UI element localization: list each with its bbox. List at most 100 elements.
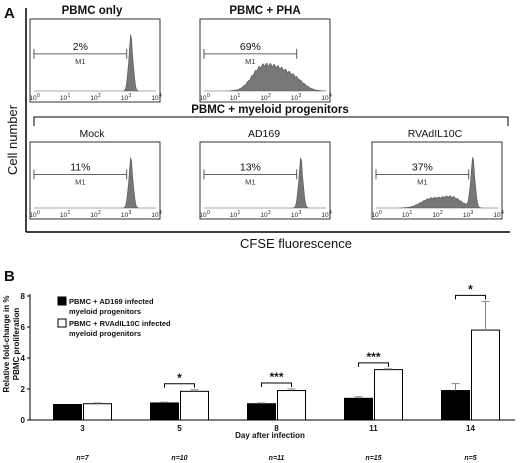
gate-label: M1 — [75, 177, 85, 186]
x-tick-label: 10 — [90, 212, 98, 219]
x-tick-exponent: 2 — [268, 210, 271, 216]
x-tick-label: 10 — [493, 212, 501, 219]
hist-title-mock: Mock — [79, 128, 105, 140]
x-tick-label: 10 — [463, 212, 471, 219]
sample-size-label: n=5 — [464, 455, 476, 462]
x-tick-label: 10 — [321, 212, 329, 219]
x-tick-label: 10 — [291, 212, 299, 219]
panel-b-x-label: Day after infection — [235, 431, 305, 440]
panel-b-y-label-line1: Relative fold-change in % — [2, 296, 11, 393]
significance-marker: *** — [366, 350, 380, 364]
legend-swatch-ad169 — [57, 296, 67, 306]
gate-label: M1 — [245, 57, 255, 66]
x-tick-label: 10 — [321, 95, 329, 102]
bar-ad169 — [150, 402, 179, 421]
legend-swatch-rvadil10c — [57, 318, 67, 328]
legend-ad169-line1: PBMC + AD169 infected — [69, 297, 154, 306]
panel-b-letter: B — [4, 268, 15, 285]
x-tick-exponent: 3 — [299, 210, 302, 216]
sample-size-label: n=11 — [269, 455, 285, 462]
bar-x-tick-label: 3 — [80, 424, 85, 433]
bar-ad169 — [247, 403, 276, 421]
x-tick-exponent: 1 — [68, 210, 71, 216]
gate-percent: 69% — [240, 41, 261, 53]
x-tick-exponent: 0 — [207, 210, 210, 216]
x-tick-label: 10 — [90, 95, 98, 102]
x-tick-exponent: 4 — [329, 93, 332, 99]
panel-b-y-label-line2: PBMC proliferation — [12, 308, 21, 381]
significance-bracket — [455, 294, 486, 300]
x-tick-label: 10 — [60, 212, 68, 219]
x-tick-label: 10 — [121, 212, 129, 219]
significance-bracket — [261, 382, 292, 387]
x-tick-label: 10 — [371, 212, 379, 219]
x-tick-exponent: 2 — [268, 93, 271, 99]
x-tick-exponent: 3 — [129, 93, 132, 99]
significance-marker: * — [468, 282, 473, 296]
bar-y-tick-label: 4 — [21, 354, 26, 363]
significance-bracket — [358, 362, 389, 367]
bar-x-tick-label: 11 — [369, 424, 378, 433]
x-tick-exponent: 1 — [238, 93, 241, 99]
gate-percent: 11% — [70, 161, 90, 173]
x-tick-exponent: 2 — [98, 210, 101, 216]
legend-ad169-line2: myeloid progenitors — [69, 307, 141, 316]
group-label: PBMC + myeloid progenitors — [191, 104, 349, 116]
panel-a-x-label: CFSE fluorescence — [240, 236, 352, 251]
x-tick-exponent: 3 — [471, 210, 474, 216]
x-tick-label: 10 — [260, 95, 268, 102]
bar-rvadil10c — [83, 403, 112, 421]
legend-rvadil10c-line1: PBMC + RVAdIL10C infected — [69, 319, 171, 328]
x-tick-exponent: 3 — [129, 210, 132, 216]
bar-rvadil10c — [180, 390, 209, 421]
significance-marker: *** — [269, 370, 283, 384]
x-tick-label: 10 — [402, 212, 410, 219]
bar-x-tick-label: 8 — [274, 424, 279, 433]
x-tick-label: 10 — [291, 95, 299, 102]
bar-y-tick-label: 0 — [21, 416, 26, 425]
histogram-distribution — [376, 157, 498, 209]
sample-size-label: n=15 — [365, 455, 381, 462]
bar-chart: 0 2 4 6 8 3 n=7 * 5 n=10 *** 8 n=11 *** 11 n=15 * 14 n=5 — [21, 282, 515, 462]
legend-rvadil10c-line2: myeloid progenitors — [69, 329, 141, 338]
x-tick-exponent: 2 — [440, 210, 443, 216]
histogram-0: M12%10 0 10 1 10 2 10 3 10 4 — [29, 18, 162, 103]
bar-rvadil10c — [277, 390, 306, 421]
hist-title-ad169: AD169 — [248, 128, 280, 140]
bar-y-tick-label: 2 — [21, 385, 26, 394]
gate-label: M1 — [75, 57, 85, 66]
histogram-distribution — [34, 157, 156, 209]
panel-a-y-label: Cell number — [5, 104, 20, 175]
gate-percent: 37% — [412, 161, 433, 173]
x-tick-label: 10 — [260, 212, 268, 219]
x-tick-label: 10 — [230, 95, 238, 102]
bar-y-tick-label: 6 — [21, 323, 26, 332]
x-tick-exponent: 0 — [37, 93, 40, 99]
x-tick-label: 10 — [432, 212, 440, 219]
x-tick-label: 10 — [60, 95, 68, 102]
bar-ad169 — [441, 390, 470, 421]
x-tick-exponent: 0 — [207, 93, 210, 99]
histogram-frame — [29, 141, 161, 220]
x-tick-label: 10 — [29, 95, 37, 102]
significance-marker: * — [177, 371, 182, 385]
hist-title-pbmc-pha: PBMC + PHA — [229, 5, 300, 17]
histogram-distribution — [204, 157, 326, 209]
x-tick-label: 10 — [29, 212, 37, 219]
gate-label: M1 — [417, 177, 427, 186]
x-tick-label: 10 — [199, 212, 207, 219]
x-tick-exponent: 0 — [379, 210, 382, 216]
histogram-distribution — [204, 62, 327, 92]
x-tick-exponent: 4 — [329, 210, 332, 216]
x-tick-label: 10 — [151, 212, 159, 219]
x-tick-exponent: 1 — [238, 210, 241, 216]
bar-rvadil10c — [471, 329, 500, 421]
gate-percent: 2% — [73, 41, 88, 53]
bar-y-tick-label: 8 — [21, 292, 26, 301]
